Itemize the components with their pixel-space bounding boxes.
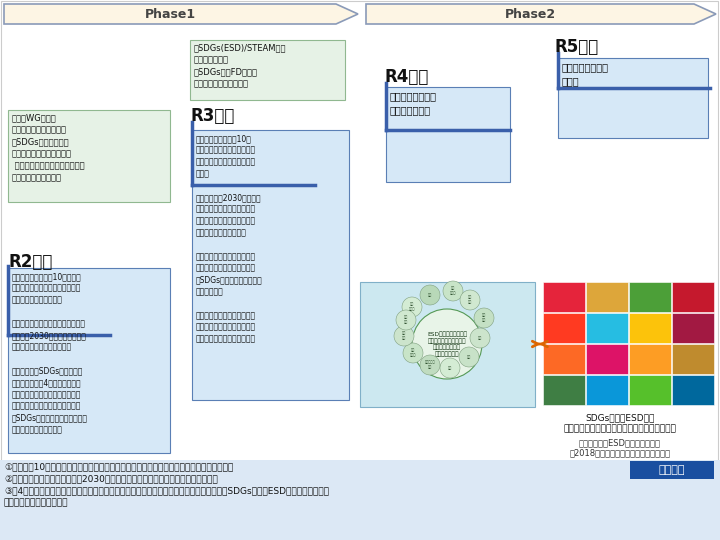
Bar	[672, 375, 714, 405]
Bar	[543, 344, 585, 374]
FancyBboxPatch shape	[190, 40, 345, 100]
Circle shape	[459, 347, 479, 367]
Bar	[586, 313, 628, 343]
Circle shape	[394, 326, 414, 346]
Bar	[543, 313, 585, 343]
Text: 教育カリキュラム案の策定: 教育カリキュラム案の策定	[4, 498, 68, 507]
Circle shape	[443, 281, 463, 301]
Text: 気候
変動: 気候 変動	[404, 316, 408, 325]
Text: ①設立かㄉ10年間の機構の運営・教育内容・教育成果等に関する自己評価と外部評価の実施: ①設立かㄉ10年間の機構の運営・教育内容・教育成果等に関する自己評価と外部評価の…	[4, 462, 233, 471]
FancyBboxPatch shape	[386, 87, 510, 182]
Text: SDGs時代のESD教育: SDGs時代のESD教育	[585, 413, 654, 422]
FancyBboxPatch shape	[8, 110, 170, 202]
Bar	[629, 375, 671, 405]
Text: Phase2: Phase2	[505, 8, 556, 21]
Text: ・新カリキュラム
の実施: ・新カリキュラム の実施	[562, 62, 609, 86]
Text: エネ
ルギー: エネ ルギー	[409, 303, 415, 311]
Circle shape	[402, 297, 422, 317]
Text: 生物
多様性: 生物 多様性	[410, 349, 416, 357]
Text: ESDの基本的な考え方
【知識、価値観、行動】
環境、経済、社会
の統合的な発展: ESDの基本的な考え方 【知識、価値観、行動】 環境、経済、社会 の統合的な発展	[427, 332, 467, 356]
Bar	[586, 344, 628, 374]
Circle shape	[474, 308, 494, 328]
Circle shape	[470, 328, 490, 348]
Circle shape	[420, 285, 440, 305]
Bar	[672, 282, 714, 312]
Text: 定住
道標: 定住 道標	[468, 296, 472, 305]
Text: Phase1: Phase1	[145, 8, 196, 21]
Bar	[586, 282, 628, 312]
Circle shape	[396, 310, 416, 330]
Text: 図の出典：『ESD推進の手引き』: 図の出典：『ESD推進の手引き』	[579, 438, 661, 447]
Text: R2年度: R2年度	[8, 253, 53, 271]
Bar	[0, 460, 720, 540]
Text: ジェンダー
平等: ジェンダー 平等	[425, 361, 436, 369]
Bar	[629, 344, 671, 374]
Text: ・全学教育機構の「10年間」の
取り組みに関する自己評価と外部
評価の実施（中間報告）

・評価結果の検証を行うとともに、
ビジョン2030に対応した全学教
育: ・全学教育機構の「10年間」の 取り組みに関する自己評価と外部 評価の実施（中間…	[12, 272, 88, 434]
Text: 国際
理解: 国際 理解	[482, 314, 486, 322]
Bar	[543, 282, 585, 312]
Text: 文化
多様性: 文化 多様性	[450, 287, 456, 295]
FancyBboxPatch shape	[630, 461, 714, 479]
Bar	[543, 375, 585, 405]
Text: R3年度: R3年度	[190, 107, 235, 125]
Text: 達成水準: 達成水準	[659, 465, 685, 475]
Bar	[629, 313, 671, 343]
FancyBboxPatch shape	[192, 130, 349, 400]
FancyBboxPatch shape	[558, 58, 708, 138]
Text: ・全学教育機構の「10年
間」の取り組みに関する自己
評価と外部評価の実施（最終
報告）

・「ビジョン2030」が掲げ
る教育理念に対応した全学教
育機構の教: ・全学教育機構の「10年 間」の取り組みに関する自己 評価と外部評価の実施（最終…	[196, 134, 263, 343]
Circle shape	[440, 358, 460, 378]
Text: R4年度: R4年度	[384, 68, 428, 86]
Text: 環境: 環境	[428, 293, 432, 297]
Text: R5年度: R5年度	[555, 38, 599, 56]
Polygon shape	[4, 4, 358, 24]
Text: （2018年日本ユネスコ国内委員会発行）: （2018年日本ユネスコ国内委員会発行）	[570, 448, 670, 457]
Polygon shape	[366, 4, 716, 24]
Text: 平和: 平和	[478, 336, 482, 340]
Circle shape	[403, 343, 423, 363]
Text: （持続可能な社会を構築できる人材育成教育）: （持続可能な社会を構築できる人材育成教育）	[564, 424, 676, 433]
Text: ③第4期中期目標・計画期間の開講に向けて、持続可能な社会を構築できる人材育成教育（SDGs時代のESD教育）に対応した: ③第4期中期目標・計画期間の開講に向けて、持続可能な社会を構築できる人材育成教育…	[4, 486, 329, 495]
Circle shape	[412, 309, 482, 379]
Text: 減災
防災: 減災 防災	[402, 332, 406, 340]
Text: ・新カリキュラム
の一部先行実施: ・新カリキュラム の一部先行実施	[390, 91, 437, 115]
Text: 福祉: 福祉	[448, 366, 452, 370]
Bar	[586, 375, 628, 405]
Text: 人権: 人権	[467, 355, 471, 359]
Bar	[629, 282, 671, 312]
Text: ・SDGs(ESD)/STEAM教育
に関する研究会
・SDGs教育FD研修会
・新カリキュラムの検討: ・SDGs(ESD)/STEAM教育 に関する研究会 ・SDGs教育FD研修会 …	[194, 43, 287, 89]
Text: ②評価結果の検証及びビジョン2030に対応した教養教育の目的と機能の骨子の策定: ②評価結果の検証及びビジョン2030に対応した教養教育の目的と機能の骨子の策定	[4, 474, 217, 483]
FancyBboxPatch shape	[8, 268, 170, 453]
Text: ・検証WGの設置
・卒業生アンケート分析
・SDGs教育情報分析
・初年次教育、英語教育、
 インターフェース教育等の改革
・組織運営体制の強化: ・検証WGの設置 ・卒業生アンケート分析 ・SDGs教育情報分析 ・初年次教育、…	[12, 113, 85, 183]
Circle shape	[460, 290, 480, 310]
Circle shape	[420, 355, 440, 375]
FancyBboxPatch shape	[360, 282, 535, 407]
Bar	[672, 313, 714, 343]
Bar	[672, 344, 714, 374]
